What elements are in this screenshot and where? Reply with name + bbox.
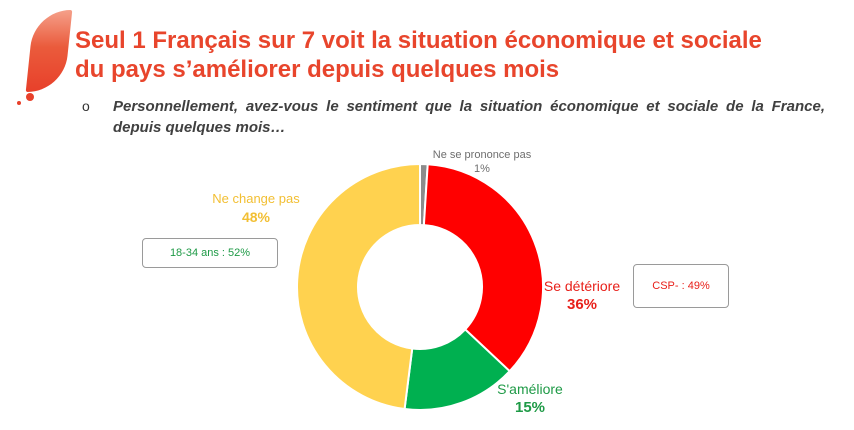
- survey-question: Personnellement, avez-vous le sentiment …: [113, 98, 825, 136]
- label-s-améliore: S'améliore: [497, 381, 563, 397]
- value-ne-change-pas: 48%: [242, 209, 271, 225]
- label-se-détériore: Se détériore: [544, 278, 620, 294]
- label-ne-change-pas: Ne change pas: [212, 191, 300, 206]
- callout-18-34: 18-34 ans : 52%: [142, 238, 278, 268]
- callout-csp: CSP- : 49%: [633, 264, 729, 308]
- value-ne-se-prononce-pas: 1%: [474, 163, 490, 175]
- callout-csp-text: CSP- : 49%: [652, 280, 710, 292]
- bullet-marker: o: [82, 98, 90, 114]
- page-title: Seul 1 Français sur 7 voit la situation …: [75, 27, 762, 83]
- slice-se-détériore: [422, 163, 544, 373]
- decorative-dot: [26, 93, 34, 101]
- decorative-dot: [17, 101, 21, 105]
- label-ne-se-prononce-pas: Ne se prononce pas: [433, 149, 532, 161]
- value-s-améliore: 15%: [515, 399, 545, 416]
- value-se-détériore: 36%: [567, 296, 597, 313]
- slice-ne-change-pas: [296, 162, 421, 411]
- callout-18-34-text: 18-34 ans : 52%: [169, 247, 251, 259]
